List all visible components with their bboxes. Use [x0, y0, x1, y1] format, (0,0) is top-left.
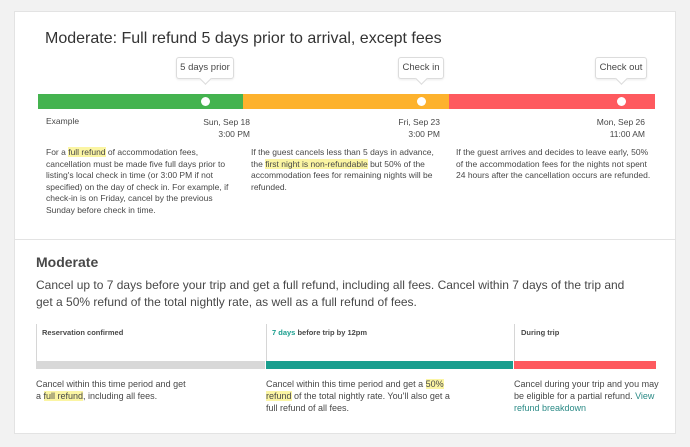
policy-name: Moderate [36, 254, 99, 270]
highlight-first-night: first night is non-refundable [265, 158, 368, 169]
phase-description-during-trip: Cancel during your trip and you may be e… [514, 379, 659, 413]
date-day: Fri, Sep 23 [398, 117, 440, 127]
tooltip-check-in: Check in [398, 57, 444, 79]
timeline-marker-check-in [417, 97, 426, 106]
phase-bar-full-refund [36, 361, 265, 369]
phase-bar-partial-refund [266, 361, 513, 369]
phase-bar-during-trip [514, 361, 656, 369]
timeline-segment-yellow [243, 94, 449, 109]
phase-label-7-days-before: 7 days before trip by 12pm [272, 328, 368, 337]
example-label: Example [46, 116, 80, 126]
date-block-check-in: Fri, Sep 23 3:00 PM [355, 116, 440, 140]
date-block-5-days-prior: Sun, Sep 18 3:00 PM [165, 116, 250, 140]
date-block-check-out: Mon, Sep 26 11:00 AM [560, 116, 645, 140]
phase-label-during-trip: During trip [521, 328, 560, 337]
policy-description-during-stay: If the guest arrives and decides to leav… [456, 147, 651, 181]
tooltip-check-out: Check out [595, 57, 647, 79]
phase-divider [514, 324, 515, 369]
tooltip-5-days-prior: 5 days prior [176, 57, 234, 79]
policy-description-before: For a full refund of accommodation fees,… [46, 147, 229, 215]
policy-title: Moderate: Full refund 5 days prior to ar… [45, 30, 442, 47]
cancellation-timeline-card: Moderate: Full refund 5 days prior to ar… [14, 11, 676, 239]
view-refund-breakdown-link[interactable]: View refund breakdown [514, 391, 655, 413]
timeline-segment-red [449, 94, 655, 109]
date-time: 3:00 PM [408, 129, 440, 139]
phase-divider [36, 324, 37, 369]
highlight-full-refund: full refund [68, 147, 106, 157]
timeline-marker-5-days-prior [201, 97, 210, 106]
timeline-marker-check-out [617, 97, 626, 106]
timeline-bar [38, 94, 655, 109]
phase-description-partial-refund: Cancel within this time period and get a… [266, 379, 450, 413]
date-day: Mon, Sep 26 [596, 117, 645, 127]
date-day: Sun, Sep 18 [203, 117, 250, 127]
phase-description-full-refund: Cancel within this time period and get a… [36, 379, 186, 401]
policy-description-within-5-days: If the guest cancels less than 5 days in… [251, 147, 434, 192]
moderate-policy-card: Moderate Cancel up to 7 days before your… [14, 239, 676, 434]
date-time: 3:00 PM [218, 129, 250, 139]
phase-divider [266, 324, 267, 369]
timeline-segment-green [38, 94, 243, 109]
policy-summary: Cancel up to 7 days before your trip and… [36, 278, 625, 309]
date-time: 11:00 AM [609, 129, 645, 139]
phase-label-reservation-confirmed: Reservation confirmed [42, 328, 124, 337]
